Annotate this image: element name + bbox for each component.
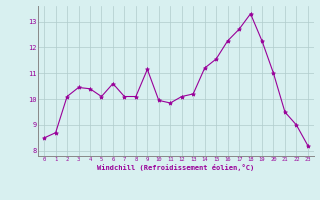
X-axis label: Windchill (Refroidissement éolien,°C): Windchill (Refroidissement éolien,°C) [97,164,255,171]
